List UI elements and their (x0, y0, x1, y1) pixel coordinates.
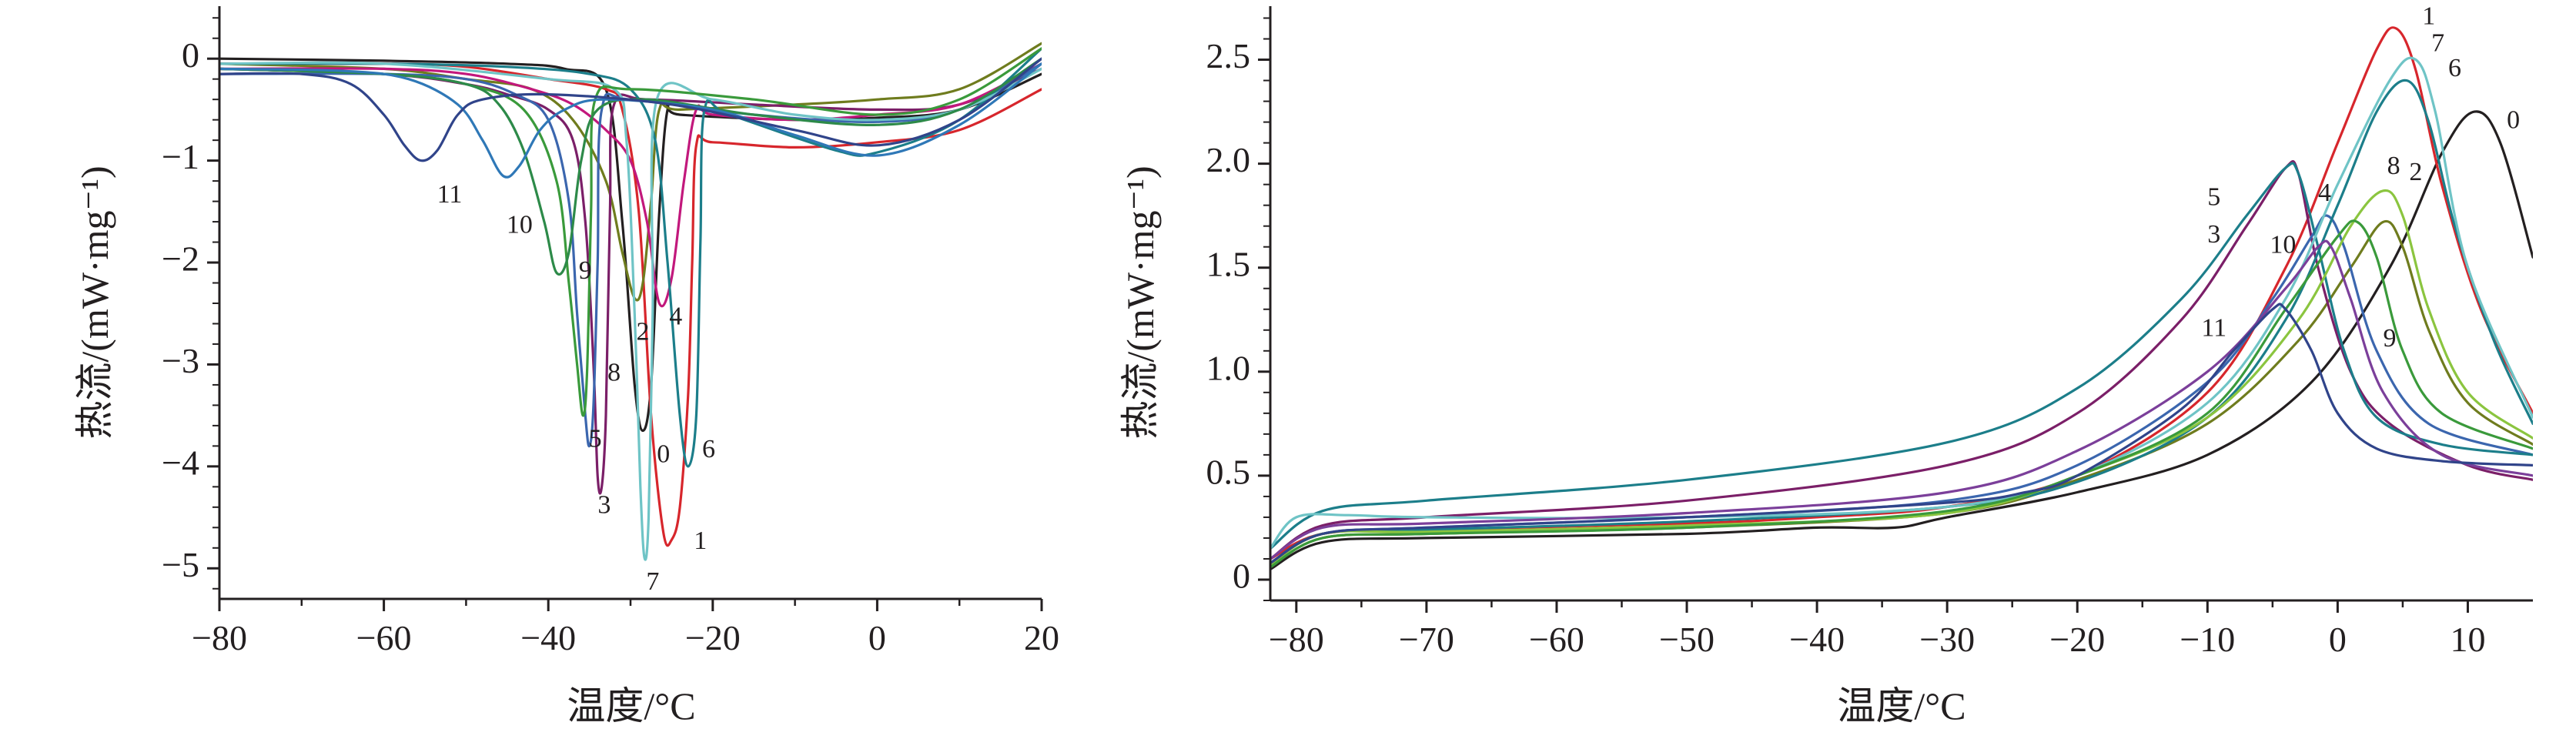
series-1-label: 1 (694, 527, 707, 555)
y-tick-label: −1 (162, 137, 199, 176)
left-chart-x-axis-title: 温度/°C (567, 684, 695, 727)
right-chart-curve-labels: 0 1 2 3 4 5 67 8 9 10 11 (2201, 2, 2520, 353)
x-tick-label: −70 (1399, 620, 1454, 659)
series-7-line (219, 61, 1042, 561)
x-tick-label: −40 (520, 618, 576, 657)
series-2-label: 2 (637, 318, 650, 346)
series-6-label: 6 (2448, 54, 2461, 82)
series-5-line (1270, 162, 2533, 550)
left-chart-x-ticks: −80 −60 −40 −20 0 20 (192, 599, 1059, 657)
series-7-label: 7 (2431, 28, 2444, 57)
series-10-line (219, 62, 1042, 179)
series-5-label: 5 (2207, 182, 2220, 211)
series-2-label: 2 (2409, 158, 2422, 186)
right-chart-y-axis-title: 热流/(mW·mg⁻¹) (1119, 166, 1162, 439)
right-chart-x-axis-title: 温度/°C (1837, 684, 1965, 727)
series-0-line (1270, 110, 2533, 571)
y-tick-label: 0 (182, 35, 199, 75)
series-6-label: 6 (702, 435, 715, 463)
x-tick-label: 10 (2450, 620, 2485, 659)
series-9-label: 9 (579, 256, 592, 285)
x-tick-label: −30 (1919, 620, 1975, 659)
x-tick-label: −50 (1659, 620, 1715, 659)
series-9-label: 9 (2384, 324, 2397, 353)
series-10-label: 10 (2270, 230, 2296, 259)
x-tick-label: −80 (192, 618, 247, 657)
y-tick-label: −2 (162, 239, 199, 279)
y-tick-label: −3 (162, 341, 199, 380)
series-3-label: 3 (2207, 220, 2220, 249)
series-8-line (219, 47, 1042, 417)
left-chart: 0 1 2 3 4 5 6 7 8 9 10 11 −80 −60 −40 −20 0 20 0 −1 −2 −3 −4… (73, 6, 1059, 727)
series-4-label: 4 (669, 303, 682, 331)
left-chart-curve-labels: 0 1 2 3 4 5 6 7 8 9 10 11 (437, 180, 715, 596)
series-6-line (219, 47, 1042, 468)
series-7-line (1270, 56, 2533, 550)
series-7-label: 7 (646, 567, 659, 596)
series-8-label: 8 (607, 358, 621, 386)
series-9-line (219, 57, 1042, 276)
x-tick-label: −60 (356, 618, 412, 657)
series-5-line (219, 62, 1042, 448)
x-tick-label: −10 (2180, 620, 2235, 659)
left-chart-y-axis-title: 热流/(mW·mg⁻¹) (73, 166, 116, 439)
right-chart-axes (1269, 6, 2533, 602)
y-tick-label: 0.5 (1206, 452, 1251, 491)
right-chart: 0 1 2 3 4 5 67 8 9 10 11 −80 −70 −60 −50 −40 −30 −20 −10 0… (1119, 2, 2533, 727)
right-chart-x-ticks: −80 −70 −60 −50 −40 −30 −20 −10 0 10 (1269, 600, 2485, 659)
y-tick-label: 1.5 (1206, 244, 1251, 283)
series-11-line (1270, 303, 2533, 564)
series-6-line (1270, 79, 2533, 564)
series-8-label: 8 (2387, 152, 2400, 180)
x-tick-label: −40 (1789, 620, 1845, 659)
series-10-line (1270, 239, 2533, 560)
series-5-label: 5 (589, 425, 602, 453)
left-chart-y-ticks: 0 −1 −2 −3 −4 −5 (162, 17, 219, 590)
series-3-line (219, 67, 1042, 495)
x-tick-label: 0 (868, 618, 886, 657)
series-3-label: 3 (597, 491, 611, 520)
y-tick-label: 1.0 (1206, 348, 1251, 387)
series-10-label: 10 (507, 210, 533, 239)
series-9-line (1270, 219, 2533, 569)
right-chart-curves (1270, 26, 2533, 571)
series-4-label: 4 (2318, 179, 2331, 207)
series-11-label: 11 (2201, 314, 2226, 343)
x-tick-label: −80 (1269, 620, 1324, 659)
y-tick-label: 0 (1233, 557, 1250, 596)
x-tick-label: −60 (1529, 620, 1584, 659)
series-1-label: 1 (2422, 2, 2435, 30)
x-tick-label: 20 (1024, 618, 1059, 657)
series-0-label: 0 (657, 440, 670, 468)
y-tick-label: 2.5 (1206, 36, 1251, 75)
x-tick-label: −20 (2049, 620, 2105, 659)
left-chart-curves (219, 42, 1042, 561)
series-11-line (219, 57, 1042, 162)
right-chart-y-ticks: 0 0.5 1.0 1.5 2.0 2.5 (1206, 17, 1270, 601)
series-11-label: 11 (437, 180, 463, 209)
x-tick-label: 0 (2329, 620, 2347, 659)
y-tick-label: 2.0 (1206, 140, 1251, 179)
series-8-line (1270, 189, 2533, 567)
y-tick-label: −4 (162, 443, 199, 482)
series-0-label: 0 (2507, 105, 2520, 134)
x-tick-label: −20 (685, 618, 741, 657)
y-tick-label: −5 (162, 545, 199, 584)
